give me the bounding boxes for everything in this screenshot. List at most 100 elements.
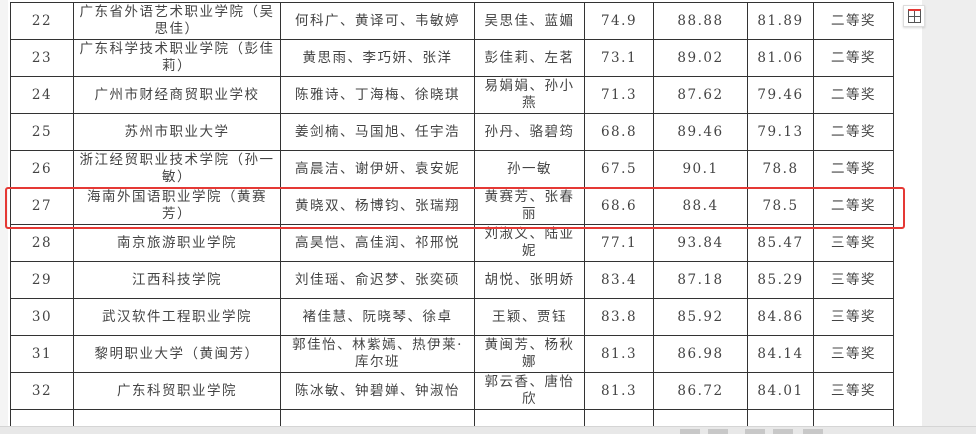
cell-students: 郭佳怡、林紫嫣、热伊莱·库尔班 [280, 335, 475, 373]
cell-students: 高晨洁、谢伊妍、袁安妮 [280, 150, 475, 188]
table-row: 24 广州市财经商贸职业学校 陈雅诗、丁海梅、徐晓琪 易娟娟、孙小燕 71.3 87.62… [10, 76, 894, 114]
table-row: 30 武汉软件工程职业学院 褚佳慧、阮晓琴、徐卓 王颖、贾钰 83.8 85.92 84.8… [10, 298, 894, 336]
cell-students: 刘佳瑶、俞迟梦、张奕硕 [280, 261, 475, 299]
cell-students: 黄思雨、李巧妍、张洋 [280, 39, 475, 77]
cell-no: 24 [10, 76, 74, 114]
cell-school: 苏州市职业大学 [73, 113, 281, 151]
cell-teachers: 刘淑义、陆亚妮 [474, 224, 585, 262]
cell-score2: 88.88 [653, 2, 748, 40]
cell-total: 79.13 [747, 113, 814, 151]
cell-score2: 88.4 [653, 187, 748, 225]
cell-score1: 68.6 [584, 187, 654, 225]
table-extract-button[interactable] [903, 5, 925, 27]
table-row: 27 海南外国语职业学院（黄赛芳） 黄晓双、杨博钧、张瑞翔 黄赛芳、张春丽 68.6 88… [10, 187, 894, 225]
cell-school: 浙江经贸职业技术学院（孙一敏） [73, 150, 281, 188]
view-button[interactable] [680, 429, 700, 434]
cell-award: 二等奖 [813, 39, 894, 77]
cell-score2: 87.18 [653, 261, 748, 299]
cell-school: 广东科学技术职业学院（彭佳莉） [73, 39, 281, 77]
cell-students: 陈雅诗、丁海梅、徐晓琪 [280, 76, 475, 114]
cell-teachers: 王颖、贾钰 [474, 298, 585, 336]
cell-score2: 87.62 [653, 76, 748, 114]
cell-no: 27 [10, 187, 74, 225]
cell-score1: 74.9 [584, 2, 654, 40]
cell-no: 30 [10, 298, 74, 336]
table-row: 29 江西科技学院 刘佳瑶、俞迟梦、张奕硕 胡悦、张明娇 83.4 87.18 85.29 三… [10, 261, 894, 299]
awards-table: 22 广东省外语艺术职业学院（吴思佳） 何科广、黄译可、韦敏婷 吴思佳、蓝媚 74.9 8… [10, 2, 894, 426]
cell-school: 江西科技学院 [73, 261, 281, 299]
cell-score2: 90.1 [653, 150, 748, 188]
cell-award: 三等奖 [813, 372, 894, 410]
cell-no: 25 [10, 113, 74, 151]
cell-teachers: 郭云香、唐怡欣 [474, 372, 585, 410]
view-button[interactable] [803, 429, 823, 434]
table-row: 31 黎明职业大学（黄闽芳） 郭佳怡、林紫嫣、热伊莱·库尔班 黄闽芳、杨秋娜 81.3 8… [10, 335, 894, 373]
status-bar [0, 426, 976, 434]
cell-no: 31 [10, 335, 74, 373]
cell-total: 85.29 [747, 261, 814, 299]
cell-school: 广东省外语艺术职业学院（吴思佳） [73, 2, 281, 40]
cell-teachers: 孙一敏 [474, 150, 585, 188]
cell-award: 三等奖 [813, 261, 894, 299]
cell-school: 海南外国语职业学院（黄赛芳） [73, 187, 281, 225]
cell-score1: 81.3 [584, 372, 654, 410]
cell-award: 二等奖 [813, 76, 894, 114]
view-button[interactable] [745, 429, 765, 434]
cell-no: 23 [10, 39, 74, 77]
table-row-partial [10, 409, 894, 426]
cell-score1: 83.8 [584, 298, 654, 336]
cell-total: 79.46 [747, 76, 814, 114]
cell-award: 二等奖 [813, 150, 894, 188]
cell-students: 黄晓双、杨博钧、张瑞翔 [280, 187, 475, 225]
cell-school: 广东科贸职业学院 [73, 372, 281, 410]
table-row: 23 广东科学技术职业学院（彭佳莉） 黄思雨、李巧妍、张洋 彭佳莉、左茗 73.1 89.… [10, 39, 894, 77]
cell-score1: 81.3 [584, 335, 654, 373]
cell-award: 二等奖 [813, 113, 894, 151]
document-page: 22 广东省外语艺术职业学院（吴思佳） 何科广、黄译可、韦敏婷 吴思佳、蓝媚 74.9 8… [0, 0, 905, 426]
cell-score2: 86.72 [653, 372, 748, 410]
cell-no: 29 [10, 261, 74, 299]
cell-total: 81.06 [747, 39, 814, 77]
cell-award: 三等奖 [813, 298, 894, 336]
cell-no: 32 [10, 372, 74, 410]
cell-teachers: 彭佳莉、左茗 [474, 39, 585, 77]
cell-award: 二等奖 [813, 187, 894, 225]
cell-teachers: 易娟娟、孙小燕 [474, 76, 585, 114]
cell-award: 二等奖 [813, 2, 894, 40]
cell-score2: 93.84 [653, 224, 748, 262]
cell-teachers: 孙丹、骆碧筠 [474, 113, 585, 151]
cell-teachers: 黄赛芳、张春丽 [474, 187, 585, 225]
cell-no: 26 [10, 150, 74, 188]
cell-total: 78.5 [747, 187, 814, 225]
cell-teachers: 黄闽芳、杨秋娜 [474, 335, 585, 373]
cell-students: 高昊恺、高佳润、祁邢悦 [280, 224, 475, 262]
cell-total: 78.8 [747, 150, 814, 188]
table-row: 28 南京旅游职业学院 高昊恺、高佳润、祁邢悦 刘淑义、陆亚妮 77.1 93.84 85.… [10, 224, 894, 262]
cell-score2: 89.46 [653, 113, 748, 151]
cell-score1: 71.3 [584, 76, 654, 114]
cell-school: 广州市财经商贸职业学校 [73, 76, 281, 114]
view-button[interactable] [773, 429, 793, 434]
cell-students: 姜剑楠、马国旭、任宇浩 [280, 113, 475, 151]
cell-no: 28 [10, 224, 74, 262]
cell-teachers: 胡悦、张明娇 [474, 261, 585, 299]
cell-score2: 86.98 [653, 335, 748, 373]
cell-score1: 77.1 [584, 224, 654, 262]
table-row: 25 苏州市职业大学 姜剑楠、马国旭、任宇浩 孙丹、骆碧筠 68.8 89.46 79.13… [10, 113, 894, 151]
cell-no: 22 [10, 2, 74, 40]
cell-students: 陈冰敏、钟碧婵、钟淑怡 [280, 372, 475, 410]
cell-score1: 73.1 [584, 39, 654, 77]
cell-teachers: 吴思佳、蓝媚 [474, 2, 585, 40]
cell-total: 84.14 [747, 335, 814, 373]
cell-students: 何科广、黄译可、韦敏婷 [280, 2, 475, 40]
table-row: 22 广东省外语艺术职业学院（吴思佳） 何科广、黄译可、韦敏婷 吴思佳、蓝媚 74.9 8… [10, 2, 894, 40]
side-panel [922, 0, 976, 426]
view-button[interactable] [708, 429, 728, 434]
cell-students: 褚佳慧、阮晓琴、徐卓 [280, 298, 475, 336]
cell-school: 南京旅游职业学院 [73, 224, 281, 262]
cell-score1: 68.8 [584, 113, 654, 151]
cell-total: 84.01 [747, 372, 814, 410]
page-margin [0, 0, 8, 426]
cell-score2: 89.02 [653, 39, 748, 77]
cell-total: 85.47 [747, 224, 814, 262]
